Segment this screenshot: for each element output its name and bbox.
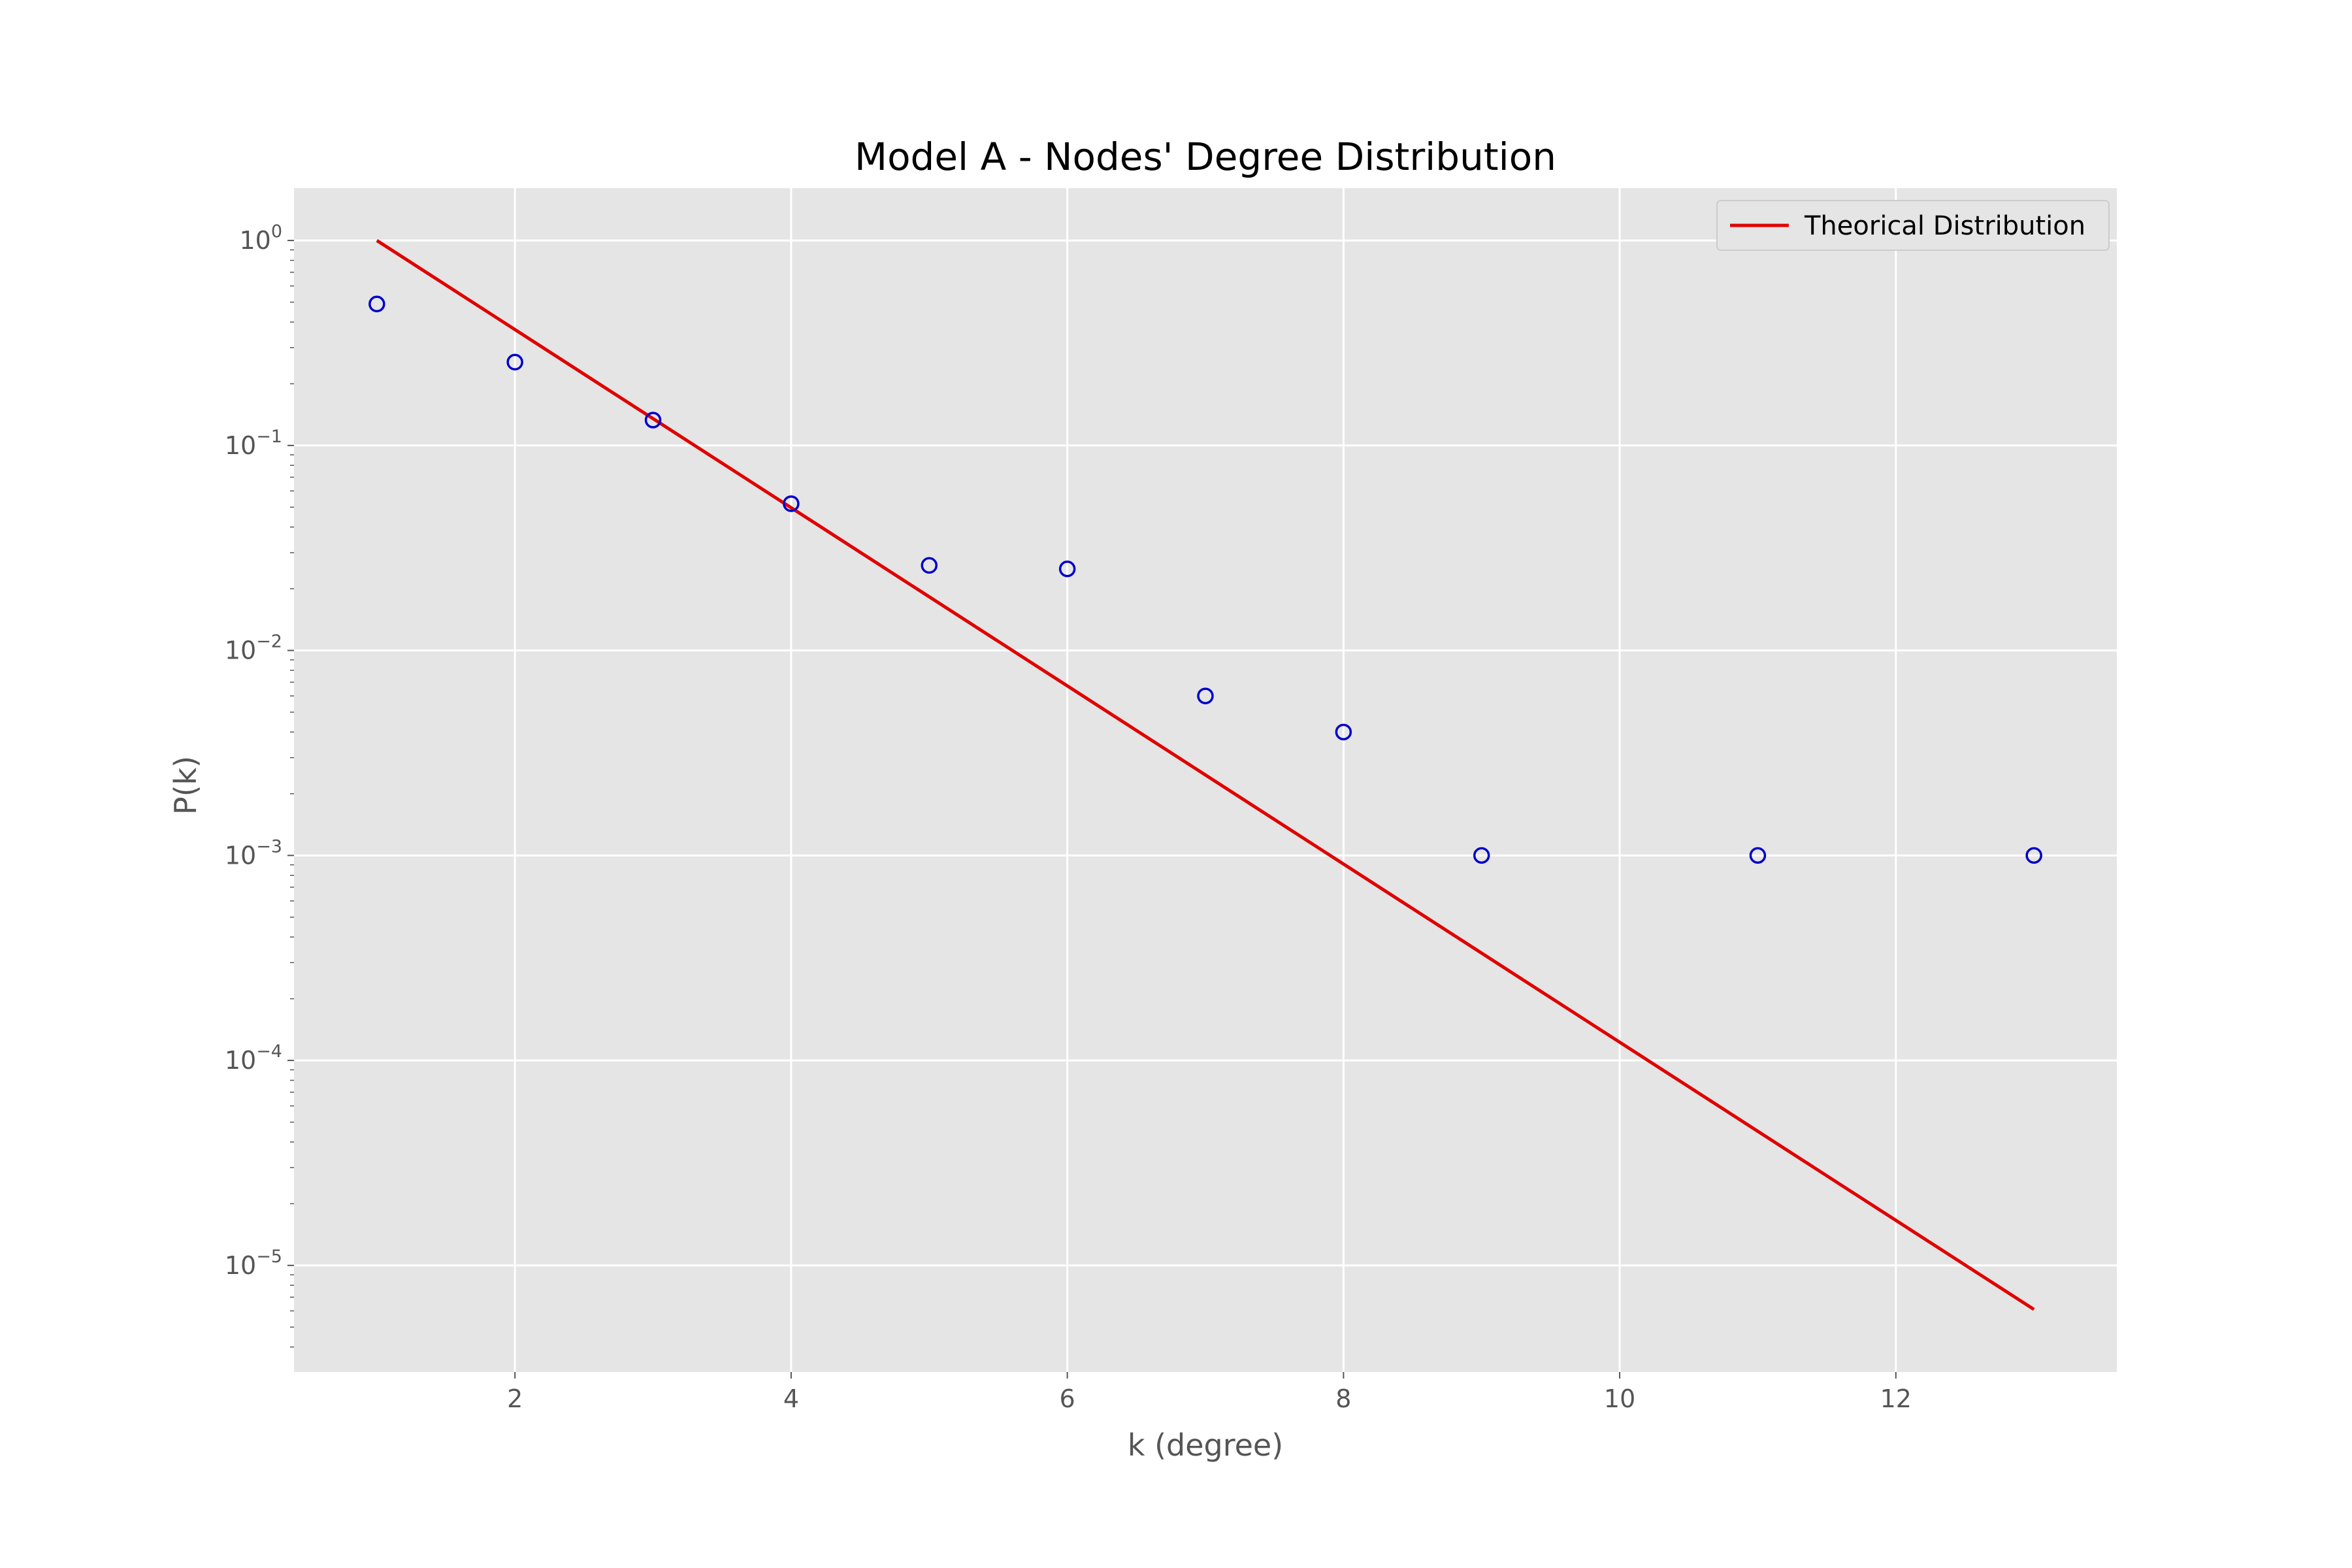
x-axis-label: k (degree) [1128,1428,1283,1463]
y-tick-label: 10−5 [225,1247,282,1280]
data-point [783,495,800,512]
series-points [368,295,2042,864]
x-tick-label: 2 [507,1384,523,1413]
y-minor-ticks [290,249,294,1348]
data-point [1335,723,1352,741]
data-point [506,353,523,371]
legend-box [1716,200,2110,251]
data-point [1749,847,1767,864]
y-tick-label: 10−2 [225,632,282,665]
x-tick-label: 4 [783,1384,799,1413]
data-point [644,412,662,429]
y-tick-label: 10−4 [225,1041,282,1075]
y-gridlines [294,239,2117,1267]
x-tick-label: 10 [1604,1384,1635,1413]
y-tick-label: 10−1 [225,427,282,460]
x-gridlines [514,188,1897,1372]
series-lines [376,238,2035,1311]
data-point [368,295,385,313]
x-tick-label: 12 [1880,1384,1912,1413]
data-point [1058,560,1076,578]
theoretical-distribution-line [376,238,2035,1311]
y-tick-label: 100 [239,221,282,255]
data-point [2025,847,2042,864]
data-point [1197,687,1214,704]
legend: Theorical Distribution [1716,200,2110,251]
legend-label: Theorical Distribution [1804,211,2085,241]
y-axis-label: P(k) [168,756,203,815]
y-tick-label: 10−3 [225,836,282,870]
x-tick-label: 8 [1335,1384,1351,1413]
chart-title: Model A - Nodes' Degree Distribution [855,135,1556,179]
plot-area [294,188,2117,1372]
x-tick-label: 6 [1060,1384,1075,1413]
x-axis-ticks: 2 4 6 8 10 12 [507,1372,1912,1413]
data-point [921,557,938,574]
data-point [1473,847,1490,864]
y-axis-ticks: 100 10−1 10−2 10−3 10−4 10−5 [225,221,294,1280]
